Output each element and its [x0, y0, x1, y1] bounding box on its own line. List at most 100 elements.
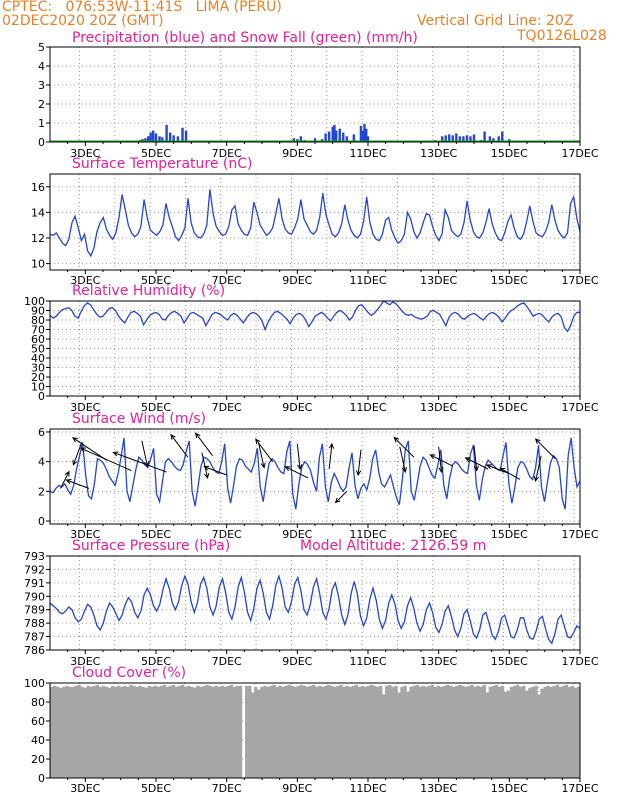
panel-frame — [49, 555, 581, 651]
y-tick-label: 100 — [24, 295, 45, 308]
wind-arrow-head — [260, 462, 266, 469]
wind-arrow — [195, 433, 213, 457]
wind-arrow — [257, 442, 265, 468]
cloud-bar — [202, 685, 206, 778]
precip-bar — [469, 136, 472, 142]
cloud-bar — [284, 685, 288, 778]
header-grid-line-info: Vertical Grid Line: 20Z — [417, 13, 574, 29]
cloud-bar — [254, 686, 258, 778]
wind-arrow — [500, 467, 521, 480]
cloud-bar — [464, 686, 468, 778]
wind-arrow — [285, 466, 309, 479]
y-tick-label: 0 — [38, 772, 45, 785]
x-tick-label: 17DEC — [561, 147, 598, 160]
cloud-bar — [232, 686, 237, 778]
x-tick-label: 17DEC — [561, 782, 598, 795]
wind-arrow — [80, 447, 132, 472]
cloud-bar — [95, 684, 100, 778]
wind-arrow-head — [297, 464, 303, 471]
x-tick-label: 9DEC — [282, 274, 312, 287]
cloud-bar — [436, 685, 441, 778]
cloud-bar — [531, 686, 535, 778]
wind-arrow — [204, 466, 227, 476]
cloud-bar — [552, 685, 556, 778]
y-tick-label: 70 — [31, 324, 45, 337]
cloud-bar — [388, 684, 392, 778]
cloud-bar — [132, 685, 136, 778]
precip-bar — [176, 136, 180, 142]
cloud-bar — [74, 685, 78, 778]
cloud-bar — [476, 685, 480, 778]
y-tick-label: 6 — [38, 426, 45, 439]
precip-bar — [299, 136, 303, 142]
y-tick-label: 20 — [31, 371, 45, 384]
precip-bar — [144, 138, 147, 142]
cloud-bar — [110, 685, 115, 778]
cloud-bar — [275, 686, 279, 778]
cloud-bar — [421, 685, 426, 778]
cloud-bar — [235, 685, 240, 778]
x-tick-label: 3DEC — [70, 147, 100, 160]
cloud-bar — [62, 686, 66, 778]
cloud-bar — [479, 686, 483, 778]
wind-arrow-head — [473, 465, 479, 472]
y-tick-label: 10 — [31, 258, 45, 271]
cloud-bar — [363, 686, 368, 778]
wind-arrow-head — [203, 465, 210, 471]
precip-bar — [149, 132, 152, 142]
cloud-bar — [482, 684, 486, 778]
cloud-bar — [220, 685, 224, 778]
cloud-bar — [135, 686, 139, 778]
panel-1: 0 1 2 3 4 5 3DEC 5DEC 7DEC 9DEC 11DEC 13DEC 15DEC 17D… — [38, 30, 599, 160]
wind-arrow — [465, 457, 489, 470]
wind-arrow — [60, 471, 70, 489]
precip-bar — [501, 131, 504, 142]
precip-bar — [168, 132, 172, 142]
cloud-bar — [205, 684, 209, 778]
cloud-bar — [199, 686, 203, 778]
cloud-bar — [473, 686, 477, 778]
wind-arrow — [328, 443, 333, 470]
cloud-bar — [397, 692, 401, 778]
panel-title: Relative Humidity (%) — [72, 283, 225, 299]
cloud-bar — [83, 687, 87, 778]
wind-arrow — [473, 445, 478, 471]
cloud-bar — [144, 687, 148, 778]
wind-arrow-head — [485, 464, 492, 470]
cloud-bar — [336, 685, 340, 778]
cloud-bar — [59, 687, 63, 778]
precip-bar — [361, 130, 364, 142]
cloud-bar — [500, 685, 505, 778]
wind-arrow-head — [170, 433, 176, 440]
cloud-bar — [357, 686, 362, 778]
x-tick-label: 15DEC — [491, 782, 528, 795]
wind-arrow — [535, 455, 542, 482]
cloud-bar — [546, 685, 550, 778]
wind-arrow — [170, 434, 189, 458]
cloud-bar — [184, 686, 188, 778]
cloud-bar — [56, 686, 60, 778]
x-tick-label: 3DEC — [70, 655, 100, 668]
wind-arrow — [141, 440, 148, 467]
cloud-bar — [266, 686, 270, 778]
precip-bar — [366, 136, 370, 142]
x-tick-label: 7DEC — [212, 274, 242, 287]
wind-arrow-head — [284, 466, 291, 472]
cloud-bar — [485, 692, 489, 778]
cloud-bar — [162, 684, 167, 778]
wind-arrow-head — [429, 454, 436, 460]
precip-bar — [181, 127, 184, 142]
cloud-bar — [147, 685, 151, 778]
precip-bar — [363, 123, 366, 142]
precip-bar — [154, 133, 158, 142]
header-model-id: TQ0126L028 — [517, 28, 607, 44]
panel-title: Surface Pressure (hPa) — [72, 538, 230, 554]
cloud-bar — [534, 685, 538, 778]
x-tick-label: 15DEC — [491, 528, 528, 541]
wind-arrow — [486, 464, 510, 474]
cloud-bar — [567, 686, 572, 778]
cloud-bar — [226, 685, 231, 778]
precip-bar — [313, 138, 317, 142]
wind-arrow-head — [65, 479, 72, 484]
